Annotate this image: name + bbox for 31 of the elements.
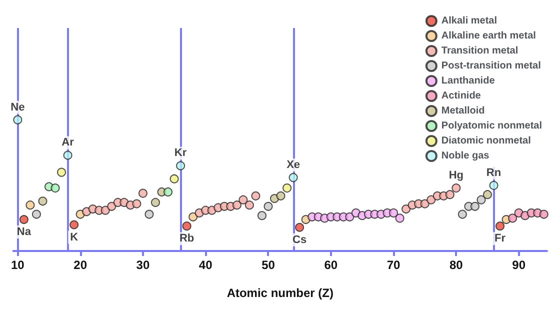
annotation: Xe [286, 159, 300, 172]
x-axis-title: Atomic number (Z) [226, 286, 334, 300]
legend-label: Transition metal [441, 46, 518, 56]
legend-label: Polyatomic nonmetal [441, 120, 542, 132]
annotation: Kr [174, 147, 188, 160]
annotation: K [70, 231, 78, 244]
legend-label: Post-transition metal [441, 60, 542, 72]
x-tick-label: 10 [10, 258, 25, 272]
legend-label: Alkali metal [441, 16, 498, 26]
annotation: Fr [494, 232, 506, 245]
x-tick-label: 20 [74, 258, 88, 272]
legend-label: Diatomic nonmetal [441, 136, 532, 146]
x-tick-label: 60 [324, 258, 338, 272]
legend-label: Noble gas [441, 150, 490, 162]
x-tick-label: 40 [198, 258, 213, 272]
annotation: Hg [448, 170, 464, 182]
legend-label: Lanthanide [441, 76, 496, 86]
annotation: Rb [179, 232, 194, 245]
annotation: Cs [292, 234, 307, 246]
x-tick-label: 70 [386, 258, 401, 272]
legend-label: Metalloid [441, 106, 485, 116]
legend-label: Actinide [441, 90, 482, 102]
x-tick-label: 50 [262, 258, 276, 272]
x-tick-label: 80 [449, 258, 464, 272]
x-tick-label: 90 [512, 258, 526, 272]
annotation: Na [16, 226, 32, 238]
annotation: Rn [486, 166, 502, 179]
x-tick-label: 30 [136, 258, 150, 272]
annotation: Ne [10, 101, 25, 114]
legend-label: Alkaline earth metal [441, 30, 536, 42]
annotation: Ar [62, 136, 75, 149]
